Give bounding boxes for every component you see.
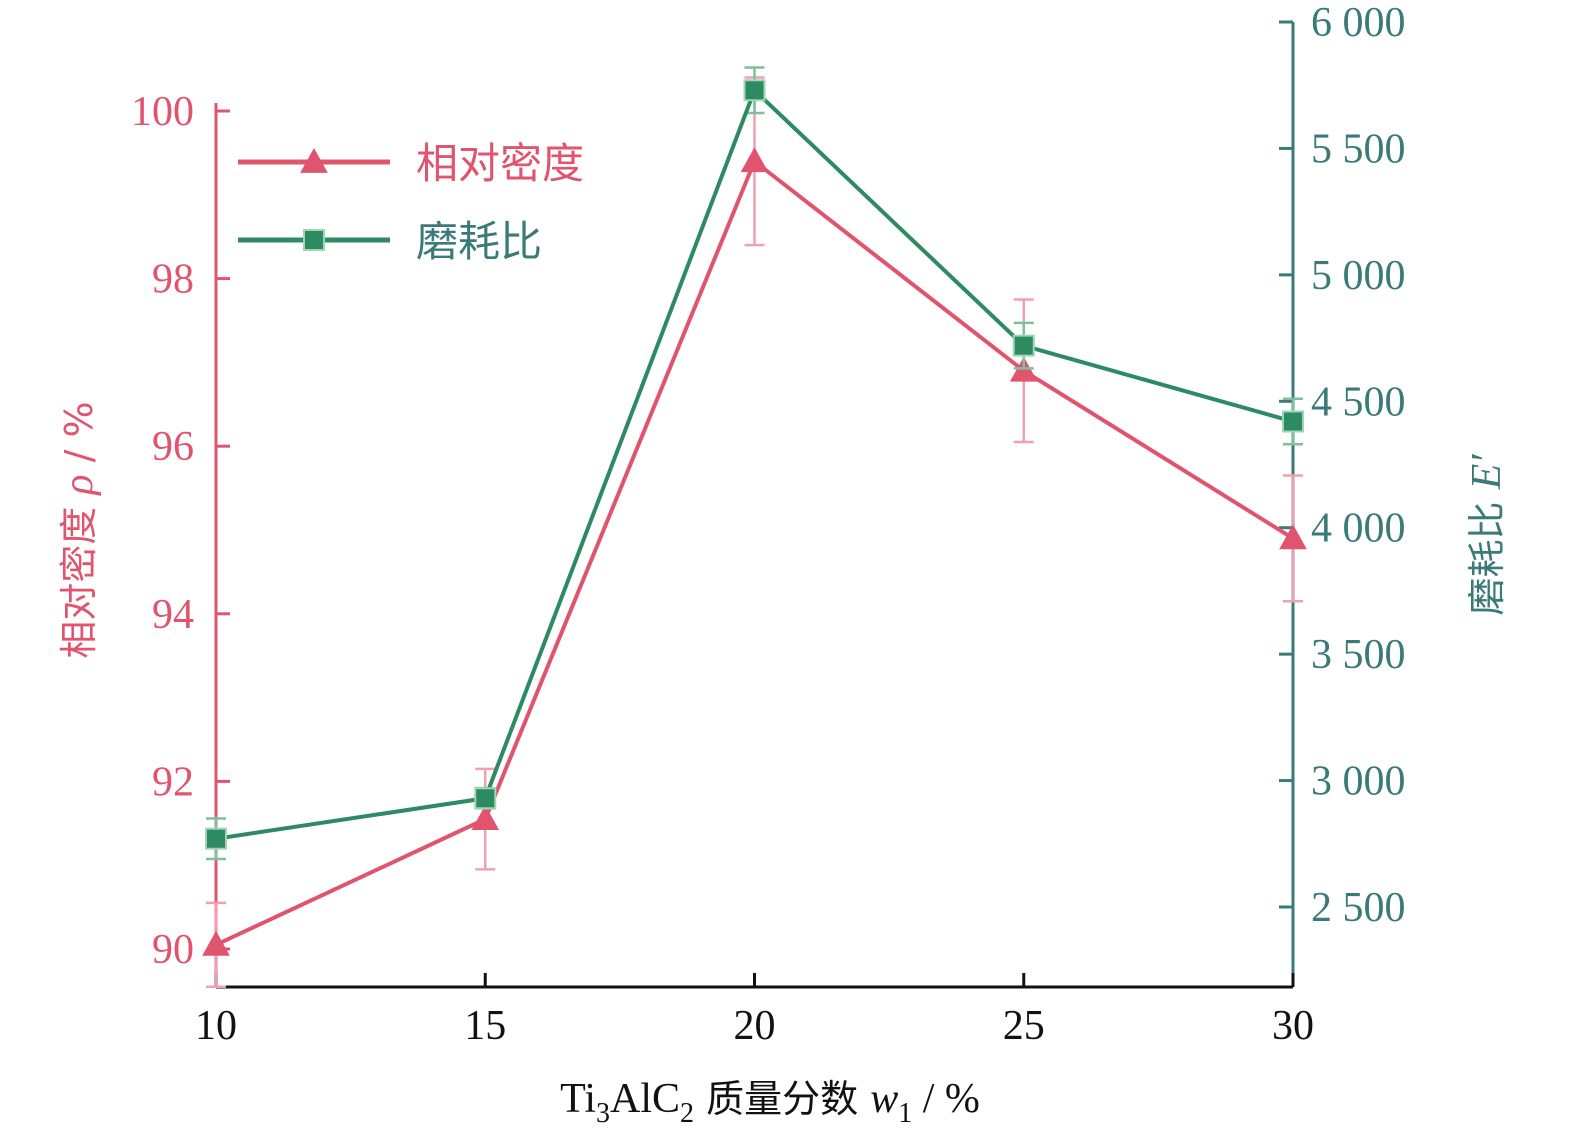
x-tick-label: 25 [1003,1003,1045,1049]
x-label-part: 3 [596,1098,610,1129]
x-tick-label: 15 [464,1003,506,1049]
data-point [474,787,497,810]
data-point [202,930,230,956]
x-tick-label: 20 [734,1003,776,1049]
x-label-part: 1 [898,1098,912,1129]
right-tick-label: 5 500 [1311,126,1406,172]
right-axis-label: 磨耗比 E′ [1464,454,1510,616]
left-axis-label: 相对密度 ρ / % [56,401,102,658]
data-point [205,827,227,850]
legend-marker [303,229,325,251]
right-tick-label: 3 000 [1311,759,1406,805]
x-label-part: / % [912,1076,980,1122]
x-label-part: 2 [680,1098,694,1129]
x-label-part: w [870,1076,898,1122]
legend-marker [300,147,328,173]
data-point [1282,410,1304,433]
right-label-part: 磨耗比 [1465,489,1509,615]
left-tick-label: 94 [152,592,194,638]
right-tick-label: 3 500 [1311,632,1406,678]
data-point [1279,524,1307,550]
legend-label: 相对密度 [416,139,584,188]
data-point [743,79,766,102]
x-tick-label: 30 [1272,1003,1314,1049]
left-tick-label: 100 [131,89,194,135]
right-label-part: E′ [1464,454,1510,491]
left-label-part: / % [57,401,101,474]
series-2 [205,66,1304,861]
right-tick-label: 4 000 [1311,506,1406,552]
x-label-part: 质量分数 [694,1077,870,1121]
right-tick-label: 2 500 [1311,885,1406,931]
right-tick-label: 4 500 [1311,379,1406,425]
data-point [740,147,769,173]
series-line [215,158,1295,947]
left-tick-label: 98 [152,257,194,303]
legend-label: 磨耗比 [416,217,542,266]
left-tick-label: 96 [152,424,194,470]
data-point [471,805,500,831]
x-label-part: AlC [610,1076,680,1122]
x-tick-label: 10 [195,1003,237,1049]
x-label-part: Ti [560,1076,596,1122]
right-tick-label: 6 000 [1311,0,1406,46]
series-1 [202,76,1307,988]
left-label-part: ρ [56,474,102,496]
left-tick-label: 90 [152,927,194,973]
right-tick-label: 5 000 [1311,253,1406,299]
left-label-part: 相对密度 [57,495,101,659]
axes: 90 92 94 96 98 100 2 500 3 000 3 500 4 000 4 500 5 … [56,0,1510,1129]
series-layer [202,66,1307,988]
left-tick-label: 92 [152,759,194,805]
data-point [1012,334,1035,357]
x-axis-label: Ti3AlC2 质量分数 w1 / % [560,1076,980,1129]
